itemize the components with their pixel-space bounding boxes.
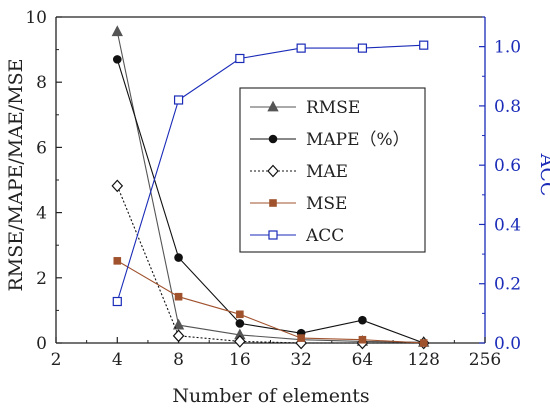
y-axis-title-right: ACC bbox=[536, 153, 550, 197]
series-point bbox=[235, 319, 245, 328]
legend: RMSE MAPE（%） MAE MSE ACC bbox=[239, 87, 426, 253]
legend-marker bbox=[267, 164, 279, 178]
legend-label: RMSE bbox=[306, 98, 360, 118]
x-axis-title: Number of elements bbox=[172, 385, 369, 407]
y-tick-label-right: 0.4 bbox=[494, 215, 521, 235]
series-point bbox=[419, 339, 428, 347]
x-tick-label: 64 bbox=[352, 350, 374, 370]
legend-marker bbox=[267, 100, 279, 112]
series-point bbox=[172, 318, 185, 330]
series-layer bbox=[111, 25, 430, 350]
series-point bbox=[235, 53, 245, 64]
series-3 bbox=[113, 257, 428, 347]
legend-label: ACC bbox=[305, 226, 344, 246]
series-point bbox=[111, 25, 123, 37]
x-tick-label: 128 bbox=[407, 350, 439, 370]
series-point bbox=[297, 334, 305, 342]
series-line bbox=[116, 185, 424, 344]
series-point bbox=[296, 43, 306, 53]
series-line bbox=[117, 260, 424, 344]
x-tick-label: 8 bbox=[173, 350, 184, 370]
legend-marker bbox=[268, 230, 278, 240]
x-tick-label: 256 bbox=[469, 350, 501, 370]
series-4 bbox=[112, 40, 429, 307]
series-point bbox=[172, 329, 185, 343]
series-point bbox=[234, 334, 246, 348]
legend-label: MSE bbox=[306, 194, 347, 214]
y-tick-label-right: 0.2 bbox=[494, 275, 521, 295]
legend-label: MAPE（%） bbox=[306, 130, 410, 150]
y-tick-label-left: 0 bbox=[36, 334, 47, 354]
x-tick-label: 32 bbox=[290, 350, 312, 370]
x-tick-label: 16 bbox=[229, 350, 251, 370]
legend-marker bbox=[269, 199, 277, 207]
series-point bbox=[174, 292, 183, 301]
series-point bbox=[358, 335, 367, 344]
y-axis-title-left: RMSE/MAPE/MAE/MSE bbox=[5, 58, 27, 291]
y-tick-label-left: 10 bbox=[25, 8, 47, 28]
y-tick-label-left: 4 bbox=[36, 204, 47, 224]
y-tick-label-right: 0.6 bbox=[494, 156, 521, 176]
series-line bbox=[116, 44, 424, 302]
series-point bbox=[358, 315, 367, 325]
series-line bbox=[116, 59, 424, 344]
series-point bbox=[236, 310, 244, 319]
y-tick-label-left: 6 bbox=[36, 138, 47, 158]
series-point bbox=[113, 257, 122, 265]
y-tick-label-left: 2 bbox=[36, 269, 47, 289]
series-point bbox=[357, 43, 368, 53]
x-tick-label: 2 bbox=[51, 350, 62, 370]
x-tick-label: 4 bbox=[112, 350, 123, 370]
series-point bbox=[112, 55, 122, 64]
y-tick-label-right: 0.8 bbox=[494, 97, 521, 117]
series-point bbox=[174, 253, 183, 262]
y-tick-label-right: 0.0 bbox=[494, 334, 521, 354]
series-point bbox=[111, 179, 124, 193]
y-tick-label-right: 1.0 bbox=[494, 38, 521, 58]
legend-label: MAE bbox=[306, 162, 348, 182]
series-point bbox=[112, 296, 122, 307]
y-tick-label-left: 8 bbox=[36, 73, 47, 93]
series-point bbox=[173, 95, 184, 105]
legend-marker bbox=[268, 134, 278, 144]
series-point bbox=[419, 40, 429, 50]
series-line bbox=[116, 31, 424, 343]
